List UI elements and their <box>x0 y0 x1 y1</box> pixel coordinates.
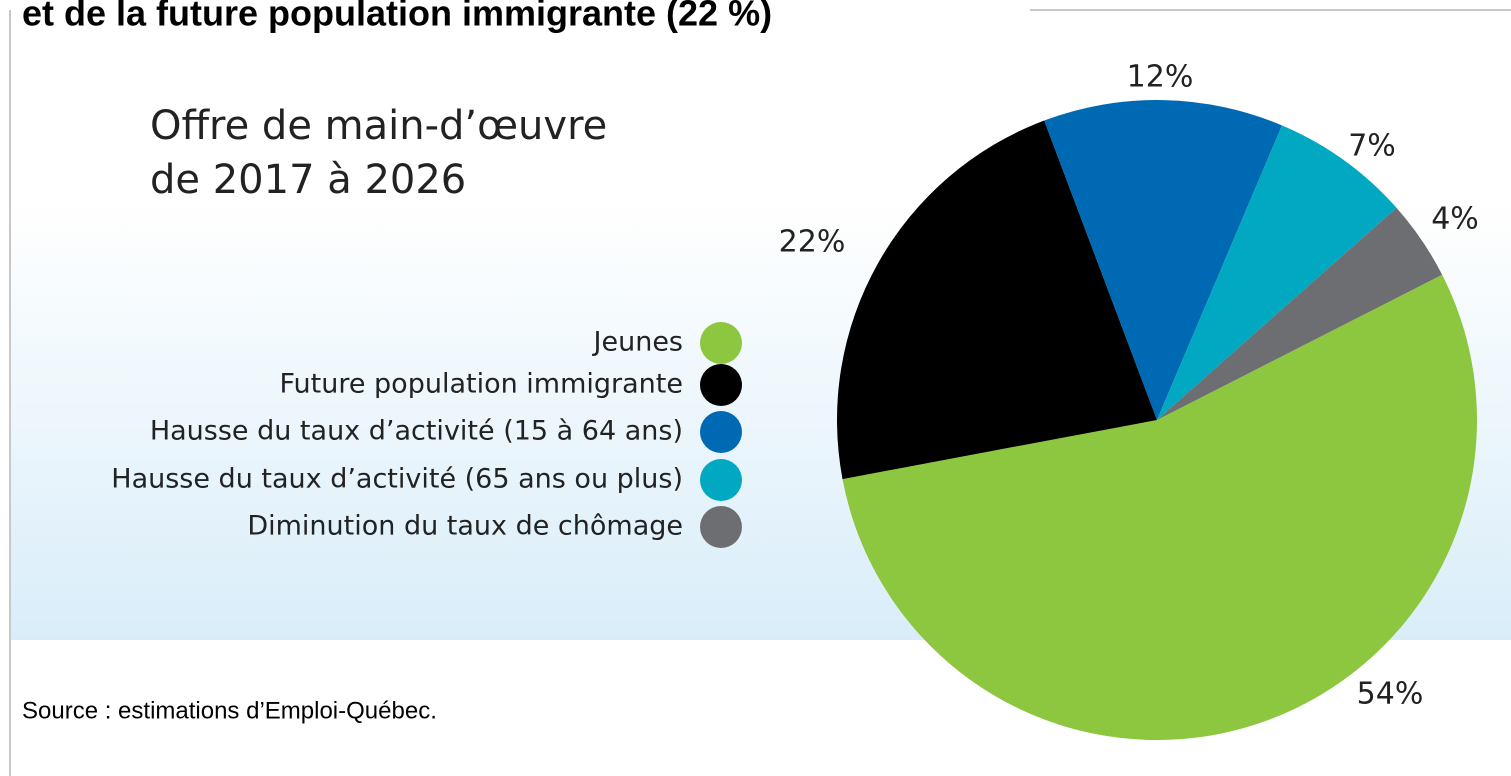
slice-label: 4% <box>1431 202 1479 237</box>
legend-label: Jeunes <box>592 327 683 358</box>
slice-label: 54% <box>1357 677 1424 712</box>
slice-label: 22% <box>779 225 846 260</box>
legend-swatch <box>700 364 742 406</box>
legend-swatch <box>700 459 742 501</box>
legend-label: Future population immigrante <box>279 369 683 400</box>
pie-slice <box>842 274 1477 741</box>
pie-slice <box>1044 100 1283 420</box>
chart-title: Offre de main-d’œuvre <box>150 103 607 149</box>
heading: et de la future population immigrante (2… <box>22 0 772 34</box>
pie-slice <box>1157 207 1443 420</box>
pie-slice <box>1157 125 1397 420</box>
legend-label: Hausse du taux d’activité (15 à 64 ans) <box>150 416 683 447</box>
source: Source : estimations d’Emploi-Québec. <box>22 697 437 724</box>
legend-swatch <box>700 506 742 548</box>
slice-label: 7% <box>1348 129 1396 164</box>
slice-label: 12% <box>1127 60 1194 95</box>
legend: Jeunes Future population immigrante Hausse… <box>111 322 742 548</box>
pie-slice <box>837 120 1157 480</box>
legend-swatch <box>700 322 742 364</box>
chart-title: de 2017 à 2026 <box>150 157 466 203</box>
legend-swatch <box>700 411 742 453</box>
legend-label: Diminution du taux de chômage <box>247 511 683 542</box>
legend-label: Hausse du taux d’activité (65 ans ou plu… <box>111 464 683 495</box>
pie: 54% 22% 12% 7% 4% <box>779 60 1479 741</box>
